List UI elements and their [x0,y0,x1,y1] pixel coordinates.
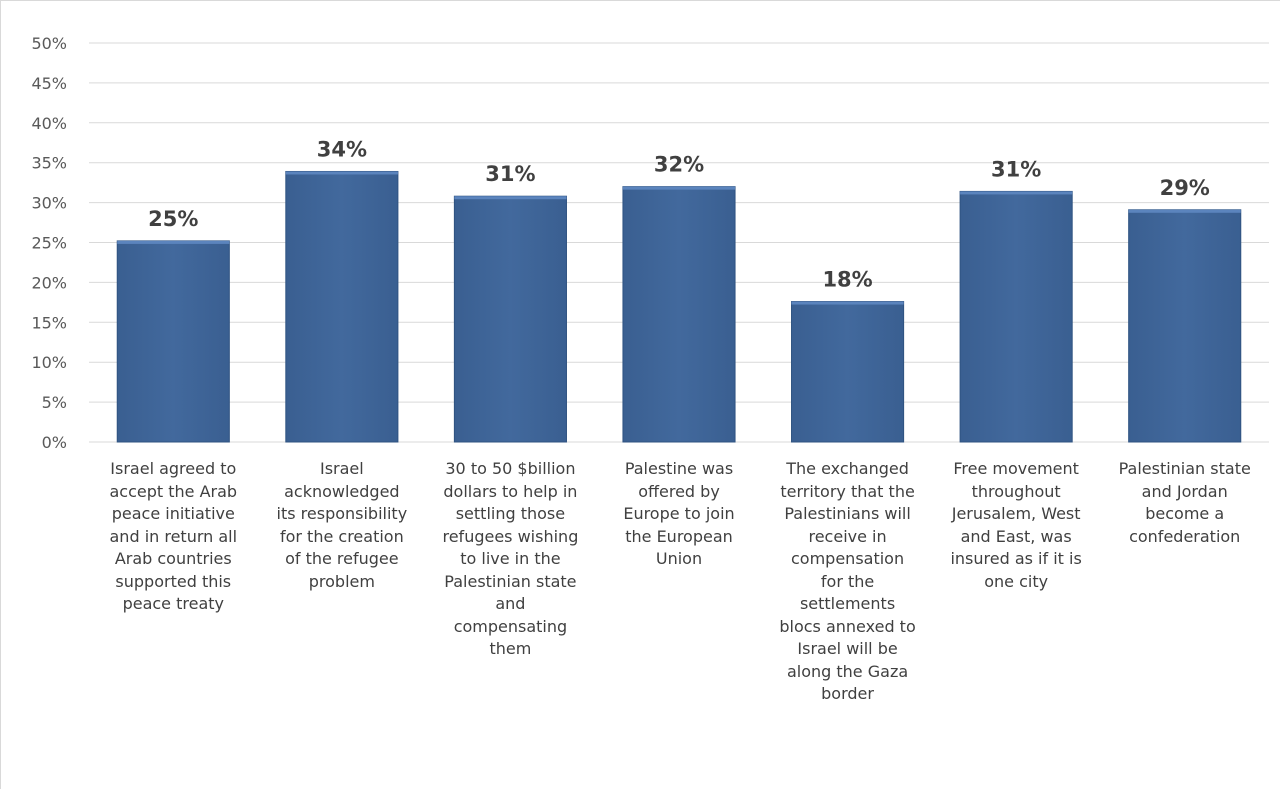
data-label: 32% [654,153,704,177]
y-tick-label: 15% [31,313,67,332]
bar-body [622,186,736,443]
category-label: 30 to 50 $billion dollars to help in set… [442,459,579,658]
bar-highlight [960,191,1073,195]
y-tick-label: 20% [31,273,67,292]
category-label: Free movement throughout Jerusalem, West… [950,459,1082,591]
y-tick-label: 10% [31,353,67,372]
bar-body [285,170,399,443]
data-label: 31% [991,157,1041,181]
category-label: Israel agreed to accept the Arab peace i… [109,459,238,613]
y-tick-label: 45% [31,74,67,93]
bar [791,301,905,443]
bar-body [453,195,567,443]
data-label: 31% [485,162,535,186]
bar-highlight [117,240,230,244]
bar [1128,209,1242,443]
category-label: Israel acknowledged its responsibility f… [276,459,408,591]
y-tick-label: 40% [31,114,67,133]
bar-body [959,190,1073,443]
bar [453,195,567,443]
bar [622,186,736,443]
category-label: Palestine was offered by Europe to join … [623,459,735,568]
bar-highlight [1128,209,1241,213]
data-label: 18% [822,268,872,292]
bar-body [1128,209,1242,443]
y-tick-label: 5% [42,393,67,412]
category-label: Palestinian state and Jordan become a co… [1118,459,1251,546]
bar-highlight [791,301,904,305]
data-label: 34% [317,137,367,161]
category-label: The exchanged territory that the Palesti… [779,459,916,703]
y-tick-label: 50% [31,34,67,53]
y-tick-label: 0% [42,433,67,452]
bar [116,240,230,443]
data-label: 29% [1160,176,1210,200]
bar [959,190,1073,443]
bar-body [116,240,230,443]
y-tick-label: 30% [31,194,67,213]
bar-highlight [622,186,736,190]
bar-highlight [454,196,567,200]
y-tick-label: 35% [31,154,67,173]
bar [285,170,399,443]
y-tick-label: 25% [31,234,67,253]
bar-body [791,301,905,443]
bar-highlight [285,171,398,175]
data-label: 25% [148,207,198,231]
